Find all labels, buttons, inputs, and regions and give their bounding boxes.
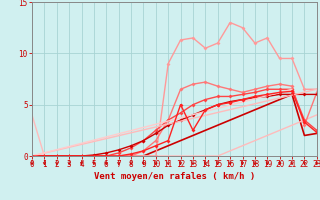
X-axis label: Vent moyen/en rafales ( km/h ): Vent moyen/en rafales ( km/h ) [94,172,255,181]
